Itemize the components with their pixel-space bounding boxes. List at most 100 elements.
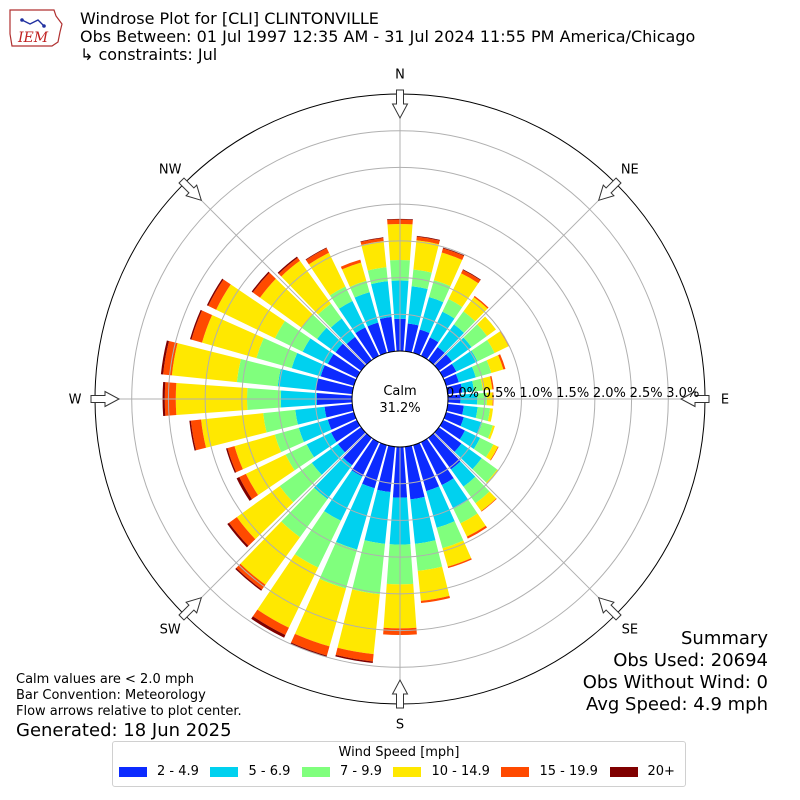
windrose-bar-segment bbox=[441, 478, 469, 509]
windrose-bar-segment bbox=[420, 438, 454, 486]
windrose-bar-segment bbox=[486, 469, 499, 484]
grid-spoke bbox=[183, 182, 367, 366]
windrose-bar-segment bbox=[236, 486, 294, 540]
windrose-bar-segment bbox=[463, 324, 488, 348]
windrose-bar-segment bbox=[471, 339, 495, 362]
title-block: Windrose Plot for [CLI] CLINTONVILLE Obs… bbox=[80, 10, 695, 64]
windrose-bar-segment bbox=[285, 444, 315, 471]
radial-tick-label: 1.5% bbox=[556, 386, 589, 401]
flow-arrow-icon bbox=[679, 390, 710, 408]
windrose-bar-segment bbox=[240, 521, 300, 585]
windrose-bar-segment bbox=[330, 318, 356, 344]
radial-tick-label: 0.0% bbox=[446, 386, 479, 401]
windrose-bar-segment bbox=[274, 321, 311, 352]
windrose-bar-segment bbox=[459, 430, 481, 449]
windrose-bar-segment bbox=[191, 310, 213, 343]
windrose-bar-segment bbox=[462, 269, 481, 281]
windrose-bar-segment bbox=[251, 271, 270, 293]
windrose-bar-segment bbox=[488, 425, 495, 440]
windrose-bar-segment bbox=[439, 363, 457, 379]
windrose-bar-segment bbox=[429, 311, 455, 343]
windrose-grid bbox=[94, 93, 706, 705]
windrose-bar-segment bbox=[305, 248, 329, 265]
windrose-bar-segment bbox=[317, 327, 343, 353]
windrose-bar-segment bbox=[202, 314, 264, 359]
windrose-bar-segment bbox=[335, 654, 373, 663]
windrose-bar-segment bbox=[490, 446, 499, 461]
windrose-bar-segment bbox=[340, 259, 362, 270]
windrose-bar-segment bbox=[446, 403, 464, 415]
windrose-bar-segment bbox=[327, 412, 357, 430]
grid-ring bbox=[204, 203, 596, 595]
windrose-bar-segment bbox=[487, 408, 494, 422]
windrose-bar-segment bbox=[428, 433, 461, 470]
windrose-bar-segment bbox=[436, 521, 464, 549]
radial-tick-label: 0.5% bbox=[483, 386, 516, 401]
compass-label: N bbox=[395, 68, 405, 83]
windrose-bar-segment bbox=[235, 567, 263, 591]
windrose-bar-segment bbox=[227, 446, 243, 473]
windrose-bar-segment bbox=[442, 540, 472, 567]
windrose-bar-segment bbox=[361, 240, 387, 271]
windrose-bar-segment bbox=[311, 443, 345, 475]
windrose-bar-segment bbox=[318, 303, 342, 328]
flow-arrow-icon bbox=[90, 390, 121, 408]
windrose-bar-segment bbox=[206, 278, 224, 306]
windrose-bar-segment bbox=[367, 322, 387, 356]
windrose-bar-segment bbox=[252, 272, 276, 298]
windrose-bar-segment bbox=[360, 238, 384, 245]
windrose-bar-segment bbox=[327, 353, 361, 379]
windrose-bar-segment bbox=[460, 380, 475, 393]
windrose-bar-segment bbox=[190, 419, 207, 451]
obs-used: Obs Used: 20694 bbox=[613, 650, 768, 671]
windrose-bar-segment bbox=[428, 347, 445, 365]
windrose-bar-segment bbox=[462, 405, 478, 419]
windrose-bar-segment bbox=[413, 329, 430, 356]
windrose-bar-segment bbox=[245, 454, 295, 496]
legend-swatch bbox=[393, 766, 422, 777]
windrose-bar-segment bbox=[260, 278, 313, 328]
windrose-bar-segment bbox=[208, 279, 231, 310]
windrose-bar-segment bbox=[487, 331, 509, 354]
windrose-bar-segment bbox=[433, 252, 463, 287]
windrose-bar-segment bbox=[352, 540, 386, 595]
windrose-bar-segment bbox=[281, 260, 331, 315]
windrose-bar-segment bbox=[354, 292, 379, 327]
windrose-bar-segment bbox=[160, 340, 169, 375]
windrose-bar-segment bbox=[371, 281, 392, 319]
grid-ring bbox=[278, 277, 522, 521]
windrose-bar-segment bbox=[236, 477, 253, 501]
legend-items: 2 - 4.9 5 - 6.9 7 - 9.9 10 - 14.9 15 - 1… bbox=[113, 760, 685, 779]
windrose-bar-segment bbox=[447, 558, 472, 569]
radial-tick-label: 3.0% bbox=[666, 386, 699, 401]
windrose-bar-segment bbox=[351, 438, 380, 477]
windrose-bar-segment bbox=[346, 336, 372, 365]
windrose-bar-segment bbox=[320, 365, 357, 386]
windrose-bar-segment bbox=[490, 376, 494, 390]
windrose-bar-segment bbox=[294, 578, 347, 647]
direction-arrows bbox=[90, 89, 710, 709]
flow-arrow-icon bbox=[178, 177, 203, 202]
legend-swatch bbox=[210, 766, 239, 777]
windrose-bar-segment bbox=[239, 473, 259, 500]
grid-ring bbox=[314, 313, 486, 485]
flow-arrow-icon bbox=[391, 89, 409, 120]
windrose-bar-segment bbox=[442, 247, 465, 256]
compass-label: SE bbox=[622, 622, 638, 637]
windrose-bar-segment bbox=[377, 445, 396, 493]
compass-label: NW bbox=[159, 163, 182, 178]
windrose-bar-segment bbox=[294, 511, 341, 568]
windrose-bar-segment bbox=[319, 542, 358, 589]
windrose-bar-segment bbox=[201, 413, 267, 448]
windrose-bar-segment bbox=[279, 462, 322, 503]
windrose-bar-segment bbox=[463, 476, 490, 504]
windrose-bar-segment bbox=[453, 500, 478, 524]
windrose-bar-segment bbox=[171, 343, 241, 383]
compass-label: SW bbox=[160, 622, 181, 637]
windrose-bar-segment bbox=[450, 461, 476, 487]
windrose-bar-segment bbox=[416, 236, 440, 245]
windrose-bar-segment bbox=[486, 355, 504, 373]
iem-logo: IEM bbox=[6, 6, 66, 50]
windrose-bar-segment bbox=[420, 337, 439, 360]
